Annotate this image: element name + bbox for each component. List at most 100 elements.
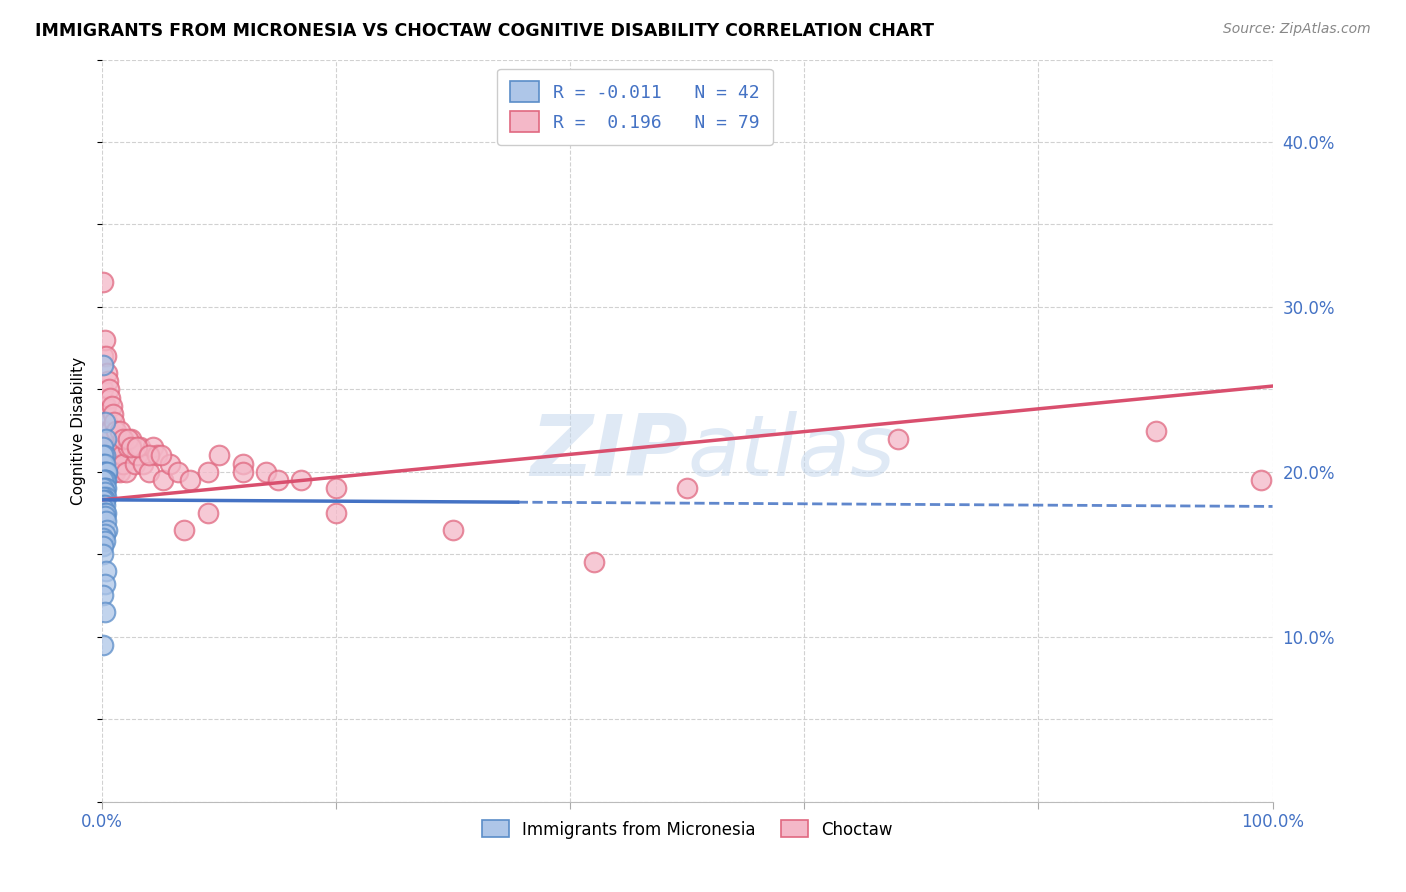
Point [93,492,115,507]
Point [101,407,124,421]
Point [93,465,115,479]
Point [94,424,117,438]
Point [97,424,120,438]
Point [93,473,115,487]
Point [98,383,121,397]
Point [93,506,115,520]
Point [105,440,128,454]
Point [141,440,163,454]
Point [93,527,115,541]
Point [1250,473,1272,487]
Point [93,457,115,471]
Point [197,465,219,479]
Legend: Immigrants from Micronesia, Choctaw: Immigrants from Micronesia, Choctaw [475,814,898,846]
Point [108,440,131,454]
Point [104,448,127,462]
Point [254,465,277,479]
Point [93,531,115,545]
Point [173,523,195,537]
Point [94,350,117,364]
Point [93,481,115,495]
Point [146,448,169,462]
Point [93,492,115,507]
Point [93,605,115,619]
Point [94,481,117,495]
Point [93,490,115,504]
Point [103,457,125,471]
Point [114,465,136,479]
Point [98,440,121,454]
Point [104,465,127,479]
Point [93,275,115,289]
Point [100,399,122,413]
Point [96,432,118,446]
Point [96,465,118,479]
Point [96,366,118,380]
Point [93,457,115,471]
Point [107,457,129,471]
Point [93,481,115,495]
Point [98,448,121,462]
Point [93,577,115,591]
Point [117,432,139,446]
Point [94,399,117,413]
Text: Source: ZipAtlas.com: Source: ZipAtlas.com [1223,22,1371,37]
Point [208,448,231,462]
Point [110,440,132,454]
Point [441,523,464,537]
Point [93,448,115,462]
Point [128,440,150,454]
Point [267,473,290,487]
Point [100,424,122,438]
Point [93,473,115,487]
Point [93,448,115,462]
Point [121,440,143,454]
Point [93,589,115,603]
Point [94,465,117,479]
Point [105,424,128,438]
Point [290,473,312,487]
Point [101,465,124,479]
Point [93,498,115,512]
Point [93,424,115,438]
Point [93,473,115,487]
Point [325,481,347,495]
Point [93,383,115,397]
Point [94,564,117,578]
Point [127,448,149,462]
Text: atlas: atlas [688,411,896,494]
Point [94,490,117,504]
Point [108,424,131,438]
Text: ZIP: ZIP [530,411,688,494]
Point [93,358,115,372]
Point [179,473,201,487]
Point [93,465,115,479]
Point [94,506,117,520]
Point [100,391,122,405]
Point [96,415,118,429]
Point [100,448,122,462]
Point [93,539,115,553]
Point [93,638,115,652]
Point [94,473,117,487]
Point [112,432,135,446]
Point [232,457,254,471]
Text: IMMIGRANTS FROM MICRONESIA VS CHOCTAW COGNITIVE DISABILITY CORRELATION CHART: IMMIGRANTS FROM MICRONESIA VS CHOCTAW CO… [35,22,934,40]
Point [582,556,605,570]
Point [325,506,347,520]
Point [107,448,129,462]
Point [103,440,125,454]
Point [132,457,155,471]
Y-axis label: Cognitive Disability: Cognitive Disability [72,357,86,505]
Point [96,523,118,537]
Point [152,473,174,487]
Point [93,333,115,347]
Point [121,432,143,446]
Point [111,448,134,462]
Point [94,440,117,454]
Point [167,465,190,479]
Point [138,448,160,462]
Point [127,440,149,454]
Point [100,457,122,471]
Point [887,432,910,446]
